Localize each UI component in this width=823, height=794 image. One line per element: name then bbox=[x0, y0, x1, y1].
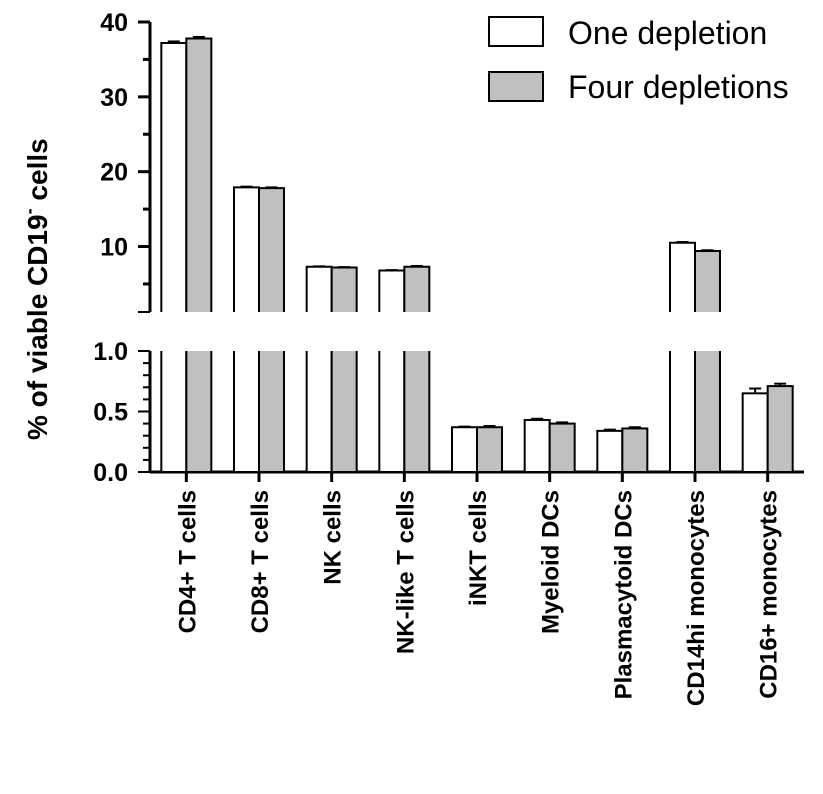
bar-four-depletions-lower bbox=[258, 351, 285, 473]
legend-label-one-depletion: One depletion bbox=[568, 15, 767, 51]
bar-four-depletions-lower bbox=[403, 351, 431, 473]
category-label: CD14hi monocytes bbox=[683, 490, 710, 706]
upper-tick-label: 30 bbox=[100, 84, 128, 112]
bars-group bbox=[160, 35, 794, 474]
upper-tick-label: 10 bbox=[100, 234, 128, 262]
bar-one-depletion bbox=[741, 392, 769, 474]
bar-one-depletion bbox=[451, 426, 478, 474]
legend-label-four-depletions: Four depletions bbox=[568, 69, 789, 105]
bar-four-depletions bbox=[548, 422, 576, 474]
lower-tick-label: 0.0 bbox=[93, 459, 128, 487]
bar-four-depletions bbox=[476, 426, 503, 474]
lower-tick-label: 1.0 bbox=[93, 338, 128, 366]
bar-one-depletion-lower bbox=[233, 351, 260, 473]
y-axis-label: % of viable CD19- cells bbox=[19, 138, 53, 440]
lower-tick-label: 0.5 bbox=[93, 399, 128, 427]
category-label: NK cells bbox=[320, 490, 347, 585]
category-label: CD8+ T cells bbox=[247, 490, 274, 633]
legend: One depletion Four depletions bbox=[488, 15, 789, 105]
category-labels: CD4+ T cells CD8+ T cells NK cells NK-like … bbox=[174, 490, 782, 706]
bar-four-depletions-upper bbox=[403, 265, 431, 312]
bar-one-depletion-lower bbox=[378, 351, 406, 473]
upper-tick-label: 20 bbox=[100, 159, 128, 187]
bar-one-depletion-lower bbox=[305, 351, 333, 473]
bar-four-depletions-upper bbox=[185, 37, 213, 312]
bar-one-depletion-lower bbox=[160, 351, 188, 473]
bar-four-depletions-lower bbox=[330, 351, 358, 473]
bar-one-depletion-lower bbox=[669, 351, 696, 473]
bar-one-depletion-upper bbox=[378, 269, 406, 312]
bar-four-depletions bbox=[766, 385, 794, 473]
upper-tick-label: 40 bbox=[100, 9, 128, 37]
legend-swatch-one-depletion bbox=[488, 16, 544, 47]
legend-swatch-four-depletions bbox=[488, 71, 544, 102]
category-label: Myeloid DCs bbox=[538, 490, 565, 634]
bar-one-depletion-upper bbox=[669, 241, 696, 312]
category-label: iNKT cells bbox=[465, 490, 492, 606]
bar-four-depletions-upper bbox=[330, 266, 358, 312]
category-label: CD4+ T cells bbox=[174, 490, 201, 633]
bar-four-depletions-lower bbox=[185, 351, 213, 473]
upper-y-axis: 40 30 20 10 bbox=[100, 9, 152, 313]
category-label: CD16+ monocytes bbox=[756, 490, 783, 699]
bar-one-depletion-upper bbox=[305, 265, 333, 312]
category-label: Plasmacytoid DCs bbox=[610, 490, 637, 699]
category-label: NK-like T cells bbox=[392, 490, 419, 654]
bar-four-depletions-lower bbox=[694, 351, 721, 473]
bar-four-depletions-upper bbox=[258, 187, 285, 312]
bar-one-depletion-upper bbox=[233, 186, 260, 312]
bar-one-depletion bbox=[596, 429, 624, 473]
bar-four-depletions-upper bbox=[694, 250, 721, 312]
lower-y-axis: 1.0 0.5 0.0 bbox=[93, 338, 804, 487]
bar-four-depletions bbox=[621, 427, 649, 474]
bar-one-depletion bbox=[523, 418, 551, 473]
bar-one-depletion-upper bbox=[160, 41, 188, 312]
